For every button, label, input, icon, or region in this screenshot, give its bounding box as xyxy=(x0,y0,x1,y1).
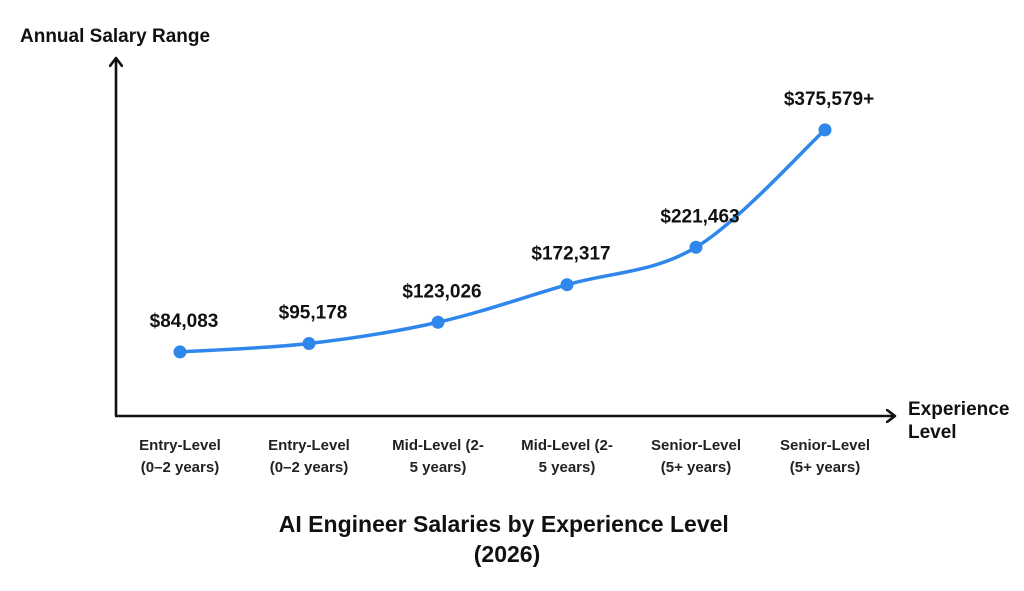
data-label: $123,026 xyxy=(402,281,481,302)
data-point xyxy=(818,123,832,137)
data-point xyxy=(560,278,574,292)
x-tick-label-line: 5 years) xyxy=(410,459,467,476)
x-tick-labels: Entry-Level (0–2 years) Entry-Level (0–2 ye… xyxy=(139,437,870,476)
x-tick-label-line: (5+ years) xyxy=(790,459,860,476)
x-tick-label-line: Senior-Level xyxy=(651,437,741,454)
x-tick-label: Senior-Level (5+ years) xyxy=(780,437,870,476)
data-point xyxy=(431,315,445,329)
x-tick-label-line: Entry-Level xyxy=(139,437,221,454)
x-tick-label-line: (5+ years) xyxy=(661,459,731,476)
x-axis-title-line-1: Experience xyxy=(908,399,1009,420)
data-label: $95,178 xyxy=(279,302,348,323)
data-point xyxy=(173,345,187,359)
x-tick-label-line: Mid-Level (2- xyxy=(392,437,484,454)
data-labels: $84,083 $95,178 $123,026 $172,317 $221,463 $3… xyxy=(150,89,875,332)
x-axis-title: Experience Level xyxy=(908,399,1015,443)
x-tick-label: Entry-Level (0–2 years) xyxy=(139,437,221,476)
x-tick-label-line: (0–2 years) xyxy=(141,459,219,476)
data-points xyxy=(173,123,832,359)
x-tick-label-line: Mid-Level (2- xyxy=(521,437,613,454)
x-tick-label-line: (0–2 years) xyxy=(270,459,348,476)
x-tick-label-line: 5 years) xyxy=(539,459,596,476)
x-tick-label-line: Entry-Level xyxy=(268,437,350,454)
x-tick-label: Senior-Level (5+ years) xyxy=(651,437,741,476)
data-label: $84,083 xyxy=(150,311,219,332)
x-axis-title-line-2: Level xyxy=(908,422,957,443)
chart-title-line-1: AI Engineer Salaries by Experience Level xyxy=(279,511,729,537)
chart-title: AI Engineer Salaries by Experience Level… xyxy=(279,511,735,567)
data-point xyxy=(689,240,703,254)
data-label: $172,317 xyxy=(531,244,610,265)
x-tick-label: Mid-Level (2- 5 years) xyxy=(521,437,613,476)
x-tick-label: Entry-Level (0–2 years) xyxy=(268,437,350,476)
series-line xyxy=(178,128,827,354)
data-label: $221,463 xyxy=(660,206,739,227)
data-label: $375,579+ xyxy=(784,89,874,110)
x-tick-label: Mid-Level (2- 5 years) xyxy=(392,437,484,476)
data-point xyxy=(302,336,316,350)
y-axis-title: Annual Salary Range xyxy=(20,26,210,47)
x-tick-label-line: Senior-Level xyxy=(780,437,870,454)
chart-title-line-2: (2026) xyxy=(474,541,540,567)
